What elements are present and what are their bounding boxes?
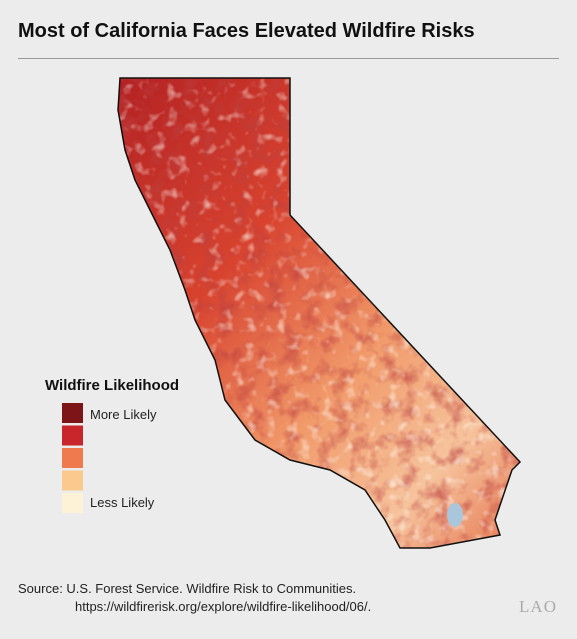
legend-title: Wildfire Likelihood xyxy=(45,377,179,394)
legend-swatch xyxy=(62,493,83,513)
legend-swatch xyxy=(62,403,83,423)
title-rule xyxy=(18,58,559,59)
state-outline xyxy=(117,77,522,549)
legend-swatch xyxy=(62,448,83,468)
california-risk-map xyxy=(118,78,520,548)
legend xyxy=(62,403,83,513)
source: Source: U.S. Forest Service. Wildfire Ri… xyxy=(18,581,357,596)
title: Most of California Faces Elevated Wildfi… xyxy=(18,20,475,42)
source: https://wildfirerisk.org/explore/wildfir… xyxy=(75,599,372,614)
legend-swatch xyxy=(62,470,83,491)
legend-label: Less Likely xyxy=(90,495,155,510)
legend-label: More Likely xyxy=(90,407,157,422)
logo: LAO xyxy=(519,597,557,616)
legend-swatch xyxy=(62,425,83,446)
